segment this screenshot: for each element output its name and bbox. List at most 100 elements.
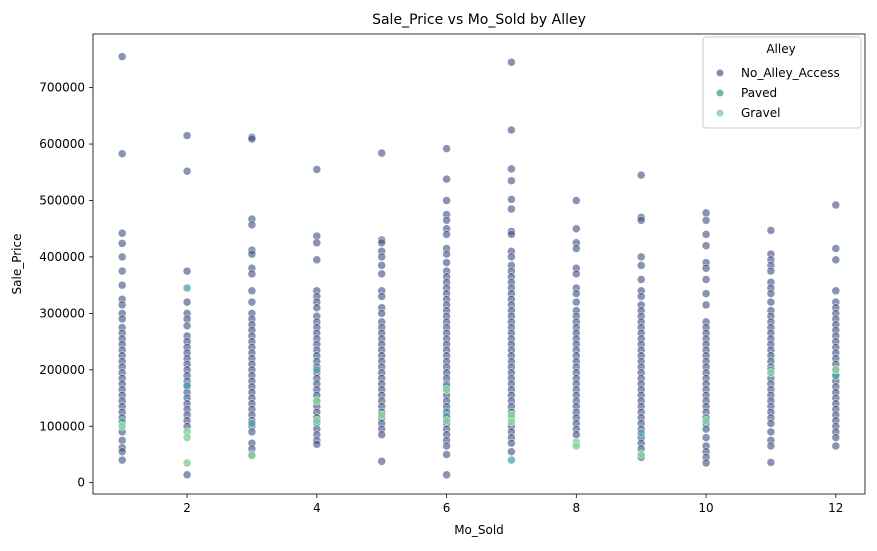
point-no-alley-access-344	[701, 458, 711, 468]
point-no-alley-access-129	[377, 252, 386, 262]
point-no-alley-access-276	[636, 170, 646, 180]
point-no-alley-access-377	[766, 441, 776, 451]
point-no-alley-access-380	[831, 244, 841, 253]
point-no-alley-access-319	[701, 300, 711, 310]
point-no-alley-access-280	[636, 261, 646, 270]
point-no-alley-access-131	[377, 269, 386, 279]
point-no-alley-access-67	[247, 297, 257, 307]
point-no-alley-access-314	[701, 241, 711, 250]
point-no-alley-access-89	[247, 427, 257, 437]
legend-box	[702, 36, 862, 129]
point-no-alley-access-245	[572, 224, 581, 233]
point-gravel-2	[182, 433, 192, 442]
points-layer	[117, 52, 841, 480]
legend-marker-paved	[716, 89, 724, 97]
point-no-alley-access-127	[377, 238, 386, 248]
point-no-alley-access-33	[182, 131, 192, 140]
point-no-alley-access-4	[117, 252, 127, 262]
point-no-alley-access-279	[636, 252, 646, 262]
point-no-alley-access-158	[442, 144, 451, 153]
legend-title: Alley	[766, 42, 795, 56]
point-no-alley-access-203	[507, 125, 516, 135]
legend-label-paved: Paved	[741, 86, 777, 100]
x-axis: 2 4 6 8 10 12	[183, 494, 843, 515]
point-no-alley-access-57	[182, 470, 192, 480]
x-tick-label-6: 6	[443, 501, 451, 515]
chart-title: Sale_Price vs Mo_Sold by Alley	[372, 12, 586, 28]
y-tick-label-300000: 300000	[39, 306, 85, 320]
point-no-alley-access-352	[766, 289, 776, 298]
point-no-alley-access-95	[312, 238, 322, 248]
point-no-alley-access-313	[701, 230, 711, 239]
point-no-alley-access-379	[831, 200, 841, 210]
point-paved-2	[182, 381, 192, 390]
point-gravel-13	[572, 441, 581, 451]
point-no-alley-access-339	[701, 424, 711, 434]
point-no-alley-access-374	[766, 419, 776, 428]
point-no-alley-access-32	[117, 455, 127, 465]
point-no-alley-access-96	[312, 255, 322, 265]
point-gravel-7	[377, 410, 386, 420]
plot-frame	[92, 33, 866, 495]
point-no-alley-access-200	[442, 450, 451, 459]
point-no-alley-access-201	[442, 470, 451, 480]
point-no-alley-access-275	[572, 430, 581, 439]
point-no-alley-access-317	[701, 275, 711, 284]
point-no-alley-access-166	[442, 249, 451, 259]
point-no-alley-access-244	[572, 196, 581, 205]
x-tick-label-10: 10	[698, 501, 713, 515]
y-tick-label-500000: 500000	[39, 194, 85, 208]
point-no-alley-access-6	[117, 280, 127, 290]
point-no-alley-access-5	[117, 266, 127, 276]
y-axis: 0 100000 200000 300000 400000 500000 600000 700…	[39, 81, 93, 490]
point-paved-10	[636, 428, 646, 438]
point-paved-3	[247, 419, 257, 428]
point-no-alley-access-10	[117, 314, 127, 324]
point-no-alley-access-8	[117, 300, 127, 310]
legend-label-no-alley-access: No_Alley_Access	[741, 66, 840, 80]
point-gravel-16	[766, 368, 776, 377]
point-no-alley-access-199	[442, 441, 451, 451]
point-no-alley-access-278	[636, 216, 646, 225]
point-no-alley-access-1	[117, 149, 127, 158]
point-paved-4	[312, 365, 322, 375]
point-no-alley-access-209	[507, 230, 516, 239]
point-no-alley-access-124	[312, 440, 322, 449]
point-no-alley-access-36	[182, 297, 192, 307]
point-no-alley-access-204	[507, 164, 516, 174]
legend-marker-no-alley-access	[716, 69, 724, 77]
point-no-alley-access-205	[507, 176, 516, 185]
legend: Alley No_Alley_Access Paved Gravel	[702, 36, 862, 129]
point-no-alley-access-202	[507, 57, 516, 67]
point-no-alley-access-2	[117, 228, 127, 238]
point-no-alley-access-281	[636, 275, 646, 284]
point-no-alley-access-207	[507, 204, 516, 214]
point-no-alley-access-29	[117, 436, 127, 445]
x-tick-label-12: 12	[828, 501, 843, 515]
x-tick-label-8: 8	[572, 501, 580, 515]
point-no-alley-access-0	[117, 52, 127, 61]
point-no-alley-access-39	[182, 321, 192, 331]
point-no-alley-access-407	[831, 433, 841, 442]
point-gravel-14	[636, 450, 646, 459]
point-no-alley-access-167	[442, 258, 451, 267]
point-no-alley-access-63	[247, 249, 257, 259]
x-axis-label: Mo_Sold	[454, 523, 504, 537]
point-no-alley-access-100	[312, 303, 322, 312]
y-tick-label-200000: 200000	[39, 363, 85, 377]
point-no-alley-access-130	[377, 261, 386, 270]
y-tick-label-0: 0	[77, 476, 85, 490]
point-no-alley-access-408	[831, 441, 841, 451]
point-no-alley-access-375	[766, 427, 776, 437]
point-no-alley-access-159	[442, 174, 451, 184]
legend-marker-gravel	[716, 109, 724, 117]
point-no-alley-access-247	[572, 244, 581, 253]
point-no-alley-access-34	[182, 166, 192, 176]
y-tick-label-400000: 400000	[39, 250, 85, 264]
point-gravel-15	[701, 416, 711, 425]
point-no-alley-access-318	[701, 289, 711, 298]
point-gravel-9	[442, 416, 451, 425]
point-paved-1	[182, 283, 192, 293]
point-no-alley-access-59	[247, 134, 257, 144]
y-tick-label-700000: 700000	[39, 81, 85, 95]
